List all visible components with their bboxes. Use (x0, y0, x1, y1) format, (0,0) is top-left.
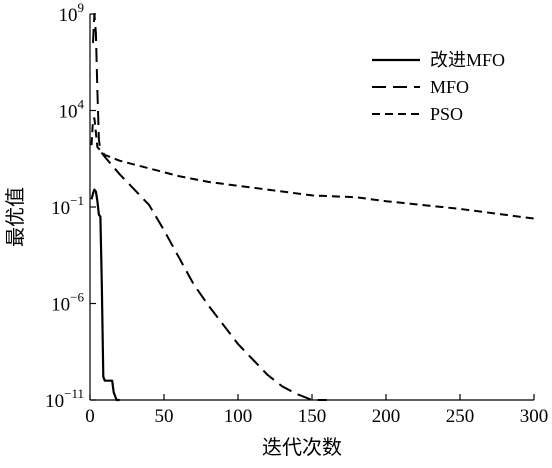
series-line-2 (92, 13, 327, 401)
y-axis-title: 最优值 (3, 187, 27, 247)
ticks-layer: 0 50 100 150 200 250 300 109 104 10−1 10−6 10−11 (45, 0, 548, 427)
y-tick-label: 109 (59, 0, 85, 26)
x-tick-label: 0 (85, 406, 95, 427)
legend: 改进MFO MFO PSO (372, 50, 505, 124)
series-layer (90, 13, 535, 402)
y-tick-label: 10−11 (45, 386, 84, 412)
axes-layer (89, 14, 534, 401)
x-tick-label: 50 (155, 406, 174, 427)
x-tick-label: 250 (446, 406, 475, 427)
x-tick-label: 300 (520, 406, 549, 427)
x-tick-label: 150 (298, 406, 327, 427)
x-tick-label: 100 (224, 406, 253, 427)
legend-label-1: 改进MFO (430, 50, 505, 70)
legend-label-2: MFO (430, 77, 469, 97)
y-tick-label: 104 (59, 97, 85, 123)
series-line-3 (90, 117, 535, 220)
y-tick-label: 10−1 (51, 193, 84, 219)
x-axis-title: 迭代次数 (262, 435, 342, 459)
series-line-1 (90, 188, 120, 402)
x-tick-label: 200 (372, 406, 401, 427)
y-tick-label: 10−6 (51, 290, 84, 316)
legend-label-3: PSO (430, 104, 463, 124)
